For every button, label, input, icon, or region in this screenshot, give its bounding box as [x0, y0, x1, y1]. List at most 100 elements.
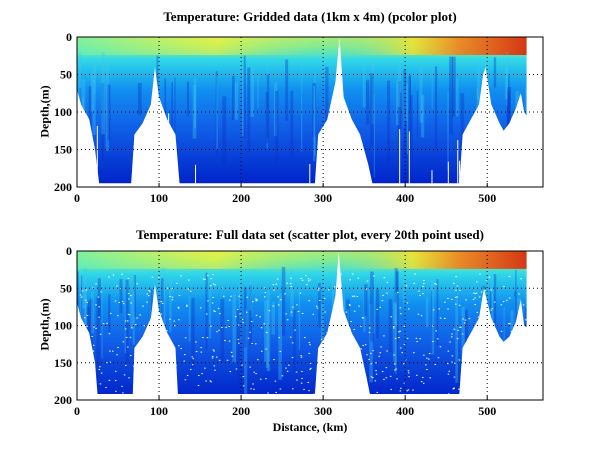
temperature-streak [266, 74, 270, 139]
scatter-gap-point [324, 311, 326, 313]
scatter-gap-point [296, 304, 298, 306]
scatter-gap-point [432, 309, 435, 311]
scatter-gap-point [242, 322, 244, 324]
scatter-gap-point [102, 323, 105, 325]
scatter-gap-point [426, 368, 428, 370]
scatter-gap-point [451, 355, 454, 357]
scatter-gap-point [219, 313, 221, 315]
scatter-gap-point [279, 351, 282, 353]
scatter-gap-point [228, 325, 230, 327]
scatter-gap-point [214, 310, 216, 312]
scatter-gap-point [333, 286, 336, 288]
scatter-gap-point [319, 300, 321, 302]
temperature-streak [325, 66, 329, 143]
scatter-gap-point [85, 299, 87, 301]
temperature-streak [493, 57, 497, 88]
scatter-gap-point [406, 337, 409, 339]
temperature-streak [434, 66, 438, 151]
scatter-gap-point [458, 304, 461, 306]
scatter-gap-point [118, 302, 121, 304]
scatter-gap-point [207, 300, 209, 302]
scatter-gap-point [126, 320, 129, 322]
scatter-gap-point [510, 330, 513, 332]
scatter-gap-point [315, 305, 318, 307]
scatter-gap-point [257, 359, 259, 361]
scatter-gap-point [345, 311, 348, 313]
scatter-gap-point [419, 338, 421, 340]
scatter-gap-point [249, 366, 251, 368]
scatter-gap-point [383, 378, 385, 380]
scatter-gap-point [125, 364, 127, 366]
scatter-gap-point [205, 313, 208, 315]
surface-layer [77, 251, 527, 269]
scatter-gap-point [503, 285, 505, 287]
y-tick-label: 0 [66, 30, 72, 44]
temperature-streak [393, 302, 397, 365]
scatter-gap-point [362, 344, 364, 346]
scatter-gap-point [93, 344, 95, 346]
scatter-gap-point [106, 362, 108, 364]
scatter-gap-point [399, 307, 402, 309]
scatter-gap-point [509, 323, 511, 325]
scatter-gap-point [171, 299, 174, 301]
scatter-gap-point [301, 312, 304, 314]
temperature-streak [250, 67, 254, 118]
scatter-gap-point [453, 387, 455, 389]
scatter-gap-point [225, 326, 227, 328]
scatter-gap-point [418, 290, 420, 292]
scatter-gap-point [264, 292, 267, 294]
scatter-gap-point [316, 307, 319, 309]
scatter-gap-point [308, 300, 310, 302]
scatter-gap-point [506, 299, 508, 301]
scatter-gap-point [180, 275, 182, 277]
scatter-gap-point [484, 290, 486, 292]
scatter-gap-point [212, 349, 215, 351]
scatter-gap-point [312, 313, 314, 315]
temperature-streak [506, 52, 508, 106]
scatter-gap-point [376, 391, 379, 393]
scatter-gap-point [493, 323, 495, 325]
scatter-gap-point [186, 305, 188, 307]
scatter-gap-point [125, 336, 128, 338]
scatter-gap-point [289, 283, 292, 285]
scatter-gap-point [403, 363, 405, 365]
scatter-gap-point [130, 295, 132, 297]
scatter-gap-point [189, 290, 192, 292]
scatter-gap-point [454, 296, 457, 298]
scatter-gap-point [79, 294, 82, 296]
scatter-gap-point [241, 364, 243, 366]
scatter-gap-point [284, 293, 286, 295]
y-tick-label: 200 [54, 180, 72, 194]
x-tick-label: 0 [74, 404, 80, 418]
temperature-streak [402, 269, 405, 305]
temperature-streak [249, 285, 253, 346]
scatter-gap-point [362, 317, 364, 319]
scatter-gap-point [401, 352, 404, 354]
missing-data-line [457, 140, 459, 184]
temperature-streak [363, 284, 368, 317]
scatter-gap-point [286, 319, 289, 321]
scatter-gap-point [500, 330, 503, 332]
scatter-gap-point [86, 314, 89, 316]
temperature-streak [271, 301, 275, 335]
temperature-streak [273, 82, 278, 137]
scatter-gap-point [187, 279, 190, 281]
scatter-gap-point [285, 313, 287, 315]
scatter-gap-point [297, 311, 300, 313]
scatter-gap-point [370, 352, 372, 354]
scatter-gap-point [428, 358, 430, 360]
scatter-gap-point [184, 379, 187, 381]
scatter-gap-point [436, 338, 439, 340]
scatter-gap-point [309, 368, 311, 370]
scatter-gap-point [407, 370, 410, 372]
scatter-gap-point [372, 377, 374, 379]
temperature-streak [186, 81, 190, 117]
scatter-gap-point [229, 370, 232, 372]
temperature-streak [216, 76, 218, 150]
x-tick-label: 200 [232, 404, 250, 418]
missing-data-line [447, 161, 449, 184]
scatter-gap-point [422, 382, 425, 384]
scatter-gap-point [320, 338, 323, 340]
scatter-gap-point [114, 300, 117, 302]
scatter-gap-point [200, 351, 203, 353]
